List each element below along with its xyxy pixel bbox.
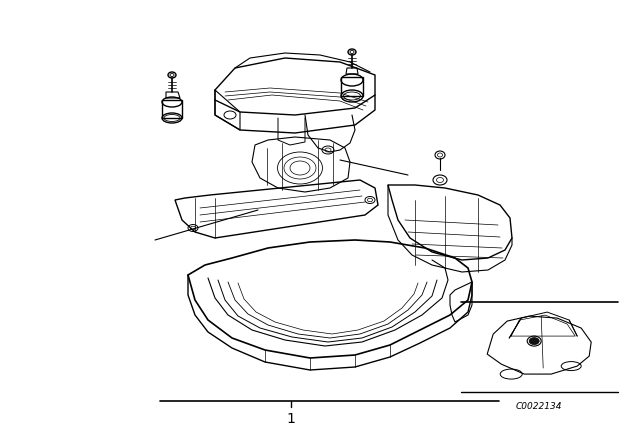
Text: C0022134: C0022134 [516,402,563,411]
Ellipse shape [529,338,539,345]
Text: 1: 1 [287,412,296,426]
